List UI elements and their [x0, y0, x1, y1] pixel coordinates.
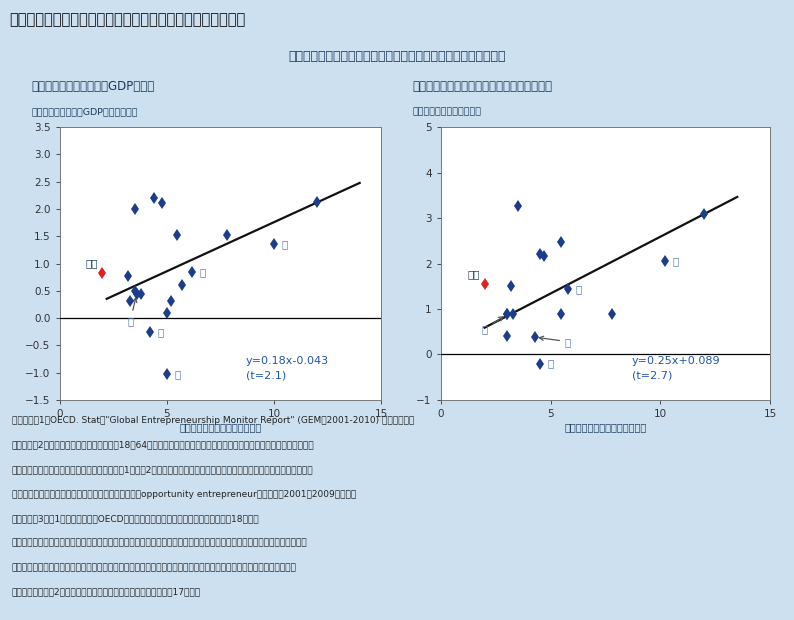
Text: 日本: 日本 — [86, 258, 98, 268]
Text: 仏: 仏 — [127, 298, 137, 326]
Text: （２）マンアワー・ベース労働生産性上昇率: （２）マンアワー・ベース労働生産性上昇率 — [413, 80, 553, 93]
Text: 仏: 仏 — [481, 317, 503, 334]
Text: （就業者１人当たりGDP成長率、％）: （就業者１人当たりGDP成長率、％） — [32, 108, 138, 117]
Text: 英: 英 — [200, 267, 206, 277]
Text: 3．（1）の対象国は、OECD加盟国の中で、データが取得可能な以下の計18か国。: 3．（1）の対象国は、OECD加盟国の中で、データが取得可能な以下の計18か国。 — [12, 514, 260, 523]
Text: チャンスを掴もうとして起業した者（opportunity entrepreneur）に限る。2001～2009年平均。: チャンスを掴もうとして起業した者（opportunity entrepreneu… — [12, 490, 356, 498]
Text: （2）の対象国は、上記からスロベニアを除いた計17か国。: （2）の対象国は、上記からスロベニアを除いた計17か国。 — [12, 587, 201, 596]
Text: 伊: 伊 — [547, 358, 553, 368]
X-axis label: （起業活動従事者シェア、％）: （起業活動従事者シェア、％） — [179, 422, 261, 432]
X-axis label: （起業活動従事者シェア、％）: （起業活動従事者シェア、％） — [565, 422, 646, 432]
Text: ３年半以内に限る）。なお、（1）、（2）図の起業活動従事者シェアは、他の選択肢があるにもかかわらず: ３年半以内に限る）。なお、（1）、（2）図の起業活動従事者シェアは、他の選択肢が… — [12, 465, 314, 474]
Text: 起業活動従事者シェアが高い国ほど労働生産性上昇率が高い傾向: 起業活動従事者シェアが高い国ほど労働生産性上昇率が高い傾向 — [288, 50, 506, 63]
Text: （１）就業者１人当たりGDP成長率: （１）就業者１人当たりGDP成長率 — [32, 80, 155, 93]
Text: 2．起業活動従事者シェアとは、18～64歳人口に占める起業活動を行った者の割合（事業開始前、又は開始後: 2．起業活動従事者シェアとは、18～64歳人口に占める起業活動を行った者の割合（… — [12, 441, 314, 450]
Text: 英: 英 — [576, 285, 582, 294]
Text: 第３－１－２図　起業活動従事者シェアと労働生産性上昇率: 第３－１－２図 起業活動従事者シェアと労働生産性上昇率 — [10, 12, 246, 28]
Text: ベルギー、デンマーク、フィンランド、フランス、ドイツ、ギリシャ、ハンガリー、アイスランド、アイル: ベルギー、デンマーク、フィンランド、フランス、ドイツ、ギリシャ、ハンガリー、アイ… — [12, 538, 307, 547]
Text: 日本: 日本 — [468, 270, 480, 280]
Text: 伊: 伊 — [174, 369, 180, 379]
Text: （労働生産性上昇率、％）: （労働生産性上昇率、％） — [413, 108, 482, 117]
Text: 独: 独 — [539, 336, 571, 347]
Text: y=0.18x-0.043
(t=2.1): y=0.18x-0.043 (t=2.1) — [246, 356, 330, 381]
Text: 独: 独 — [157, 327, 164, 337]
Text: y=0.25x+0.089
(t=2.7): y=0.25x+0.089 (t=2.7) — [632, 356, 720, 381]
Text: 米: 米 — [673, 256, 679, 266]
Text: 米: 米 — [281, 239, 287, 249]
Text: ランド、イタリア、日本、オランダ、ノルウェー、スロベニア、スペイン、スイス、英国、アメリカ。: ランド、イタリア、日本、オランダ、ノルウェー、スロベニア、スペイン、スイス、英国… — [12, 563, 297, 572]
Text: （備考）　1．OECD. Stat、"Global Entrepreneurship Monitor Report" (GEM、2001-2010) により作成: （備考） 1．OECD. Stat、"Global Entrepreneursh… — [12, 416, 414, 425]
